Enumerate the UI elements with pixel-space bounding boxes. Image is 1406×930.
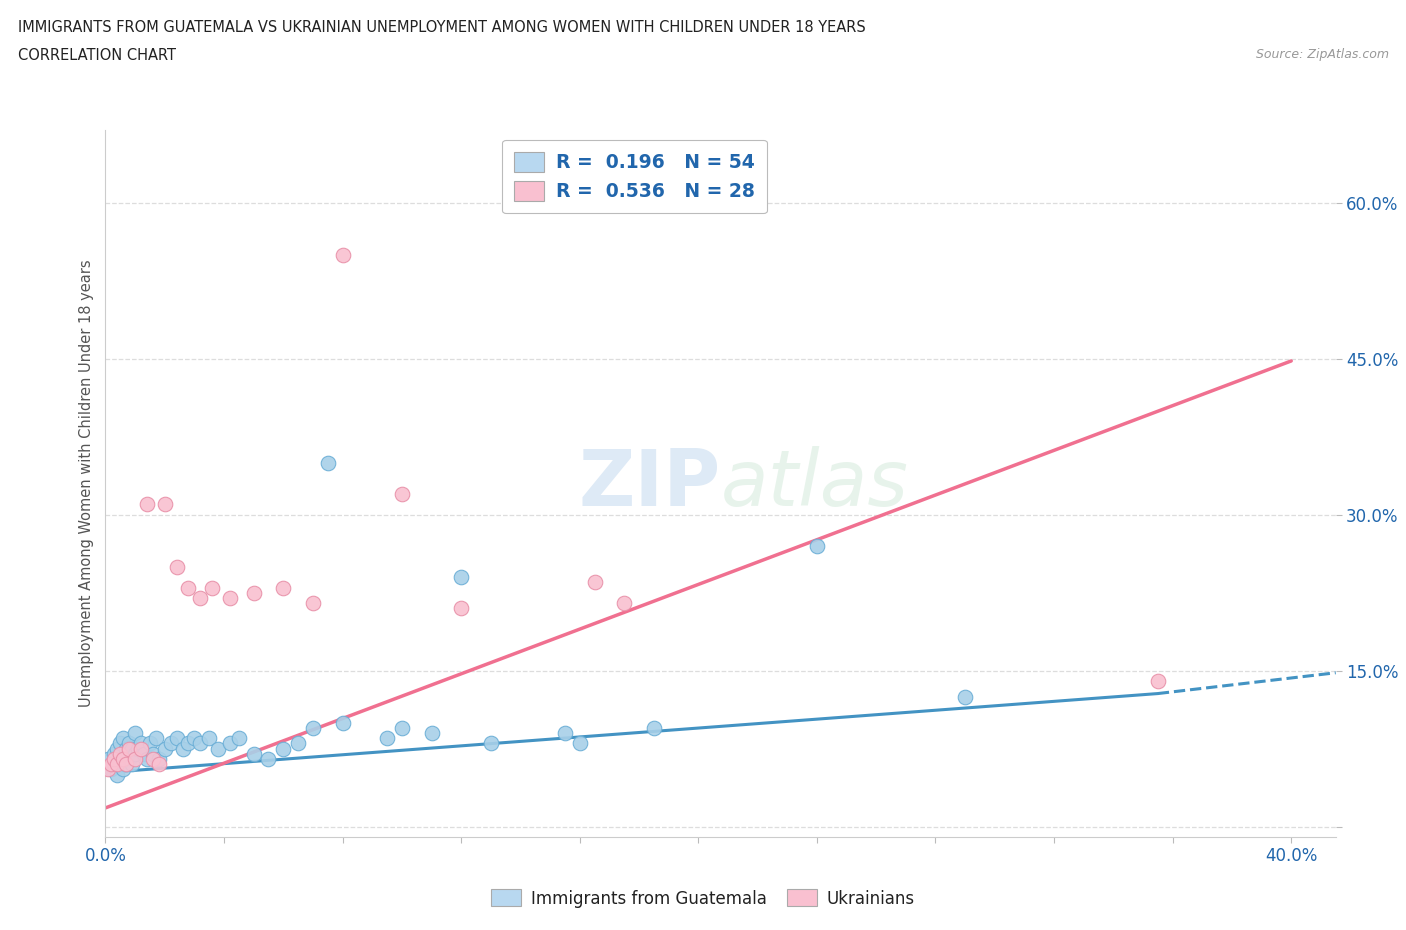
Point [145, 731, 167, 746]
Point [188, 736, 211, 751]
Point [177, 736, 200, 751]
Point [118, 741, 141, 756]
Text: Source: ZipAtlas.com: Source: ZipAtlas.com [1256, 48, 1389, 61]
Point [166, 731, 188, 746]
Point [391, 486, 413, 501]
Point [105, 767, 128, 782]
Point [316, 456, 339, 471]
Point [177, 580, 200, 595]
Point [613, 596, 636, 611]
Point [583, 575, 606, 590]
Point [198, 731, 221, 746]
Point [302, 596, 325, 611]
Point [207, 741, 229, 756]
Point [103, 747, 125, 762]
Point [148, 757, 170, 772]
Point [129, 741, 152, 756]
Point [148, 751, 170, 766]
Point [159, 736, 181, 751]
Point [568, 736, 591, 751]
Point [201, 580, 224, 595]
Text: atlas: atlas [721, 445, 908, 522]
Point [153, 741, 176, 756]
Point [100, 757, 122, 772]
Point [118, 736, 141, 751]
Point [287, 736, 309, 751]
Point [105, 741, 128, 756]
Point [115, 741, 138, 756]
Point [129, 736, 152, 751]
Point [375, 731, 398, 746]
Point [118, 751, 141, 766]
Point [219, 736, 242, 751]
Point [121, 741, 143, 756]
Point [242, 747, 264, 762]
Point [228, 731, 250, 746]
Point [273, 580, 295, 595]
Point [302, 721, 325, 736]
Text: IMMIGRANTS FROM GUATEMALA VS UKRAINIAN UNEMPLOYMENT AMONG WOMEN WITH CHILDREN UN: IMMIGRANTS FROM GUATEMALA VS UKRAINIAN U… [18, 20, 866, 35]
Point [97, 762, 120, 777]
Point [450, 601, 472, 616]
Point [391, 721, 413, 736]
Point [100, 762, 122, 777]
Point [183, 731, 205, 746]
Point [153, 497, 176, 512]
Text: CORRELATION CHART: CORRELATION CHART [18, 48, 176, 63]
Point [103, 751, 125, 766]
Point [103, 757, 125, 772]
Point [112, 762, 135, 777]
Point [166, 559, 188, 574]
Point [257, 751, 280, 766]
Point [110, 747, 132, 762]
Point [124, 725, 146, 740]
Point [110, 757, 132, 772]
Point [450, 570, 472, 585]
Point [132, 747, 155, 762]
Point [124, 751, 146, 766]
Point [953, 689, 976, 704]
Point [121, 757, 143, 772]
Point [97, 751, 120, 766]
Point [332, 247, 354, 262]
Point [420, 725, 443, 740]
Point [1146, 673, 1168, 688]
Point [142, 751, 165, 766]
Point [139, 736, 162, 751]
Point [242, 585, 264, 600]
Point [115, 757, 138, 772]
Point [273, 741, 295, 756]
Point [479, 736, 502, 751]
Point [643, 721, 665, 736]
Point [332, 715, 354, 730]
Point [124, 747, 146, 762]
Y-axis label: Unemployment Among Women with Children Under 18 years: Unemployment Among Women with Children U… [79, 259, 94, 708]
Point [554, 725, 576, 740]
Point [188, 591, 211, 605]
Point [136, 751, 159, 766]
Point [112, 731, 135, 746]
Point [219, 591, 242, 605]
Point [112, 751, 135, 766]
Point [110, 736, 132, 751]
Point [142, 747, 165, 762]
Point [136, 497, 159, 512]
Text: ZIP: ZIP [578, 445, 721, 522]
Point [806, 538, 828, 553]
Point [115, 757, 138, 772]
Legend: R =  0.196   N = 54, R =  0.536   N = 28: R = 0.196 N = 54, R = 0.536 N = 28 [502, 140, 766, 213]
Point [105, 757, 128, 772]
Legend: Immigrants from Guatemala, Ukrainians: Immigrants from Guatemala, Ukrainians [484, 883, 922, 914]
Point [172, 741, 194, 756]
Point [127, 741, 149, 756]
